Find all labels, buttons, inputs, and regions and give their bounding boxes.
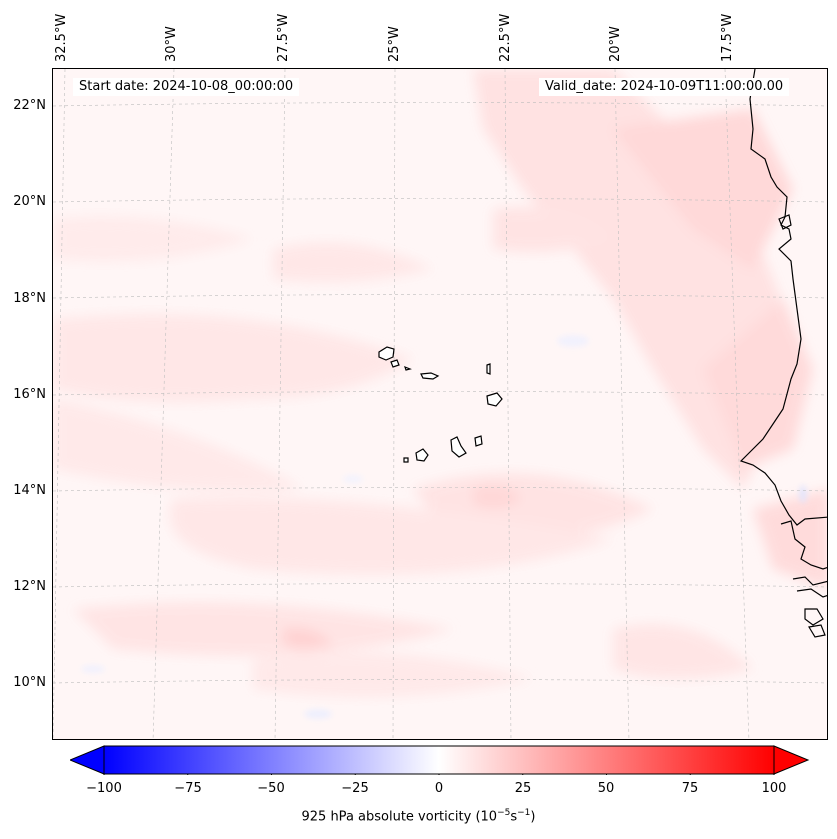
colorbar-tick-minus50: −50 [257, 781, 285, 796]
lat-label-12n: 12°N [13, 579, 46, 594]
lon-label-22-5w: 22.5°W [498, 13, 513, 62]
colorbar-label-exp1: −5 [497, 808, 511, 818]
colorbar-tick-75: 75 [681, 781, 699, 796]
colorbar-tick-100: 100 [761, 781, 787, 796]
valid-date-label: Valid_date: 2024-10-09T11:00:00.00 [539, 78, 790, 96]
colorbar [70, 745, 810, 775]
colorbar-max-arrow [773, 745, 810, 775]
colorbar-label-mid: s [510, 809, 518, 825]
lon-label-30w: 30°W [164, 26, 179, 62]
map-panel[interactable] [52, 68, 828, 740]
colorbar-label-main: 925 hPa absolute vorticity (10 [301, 809, 498, 825]
colorbar-tick-50: 50 [597, 781, 615, 796]
positive-vorticity-patches [53, 69, 827, 697]
lat-label-18n: 18°N [13, 291, 46, 306]
vorticity-field [53, 69, 827, 739]
negative-vorticity-patches [81, 335, 807, 719]
graticule [53, 69, 827, 739]
lat-label-22n: 22°N [13, 98, 46, 113]
lat-label-20n: 20°N [13, 194, 46, 209]
lon-label-17-5w: 17.5°W [720, 13, 735, 62]
lat-label-14n: 14°N [13, 483, 46, 498]
lon-label-25w: 25°W [387, 26, 402, 62]
colorbar-label-exp2: −1 [517, 808, 531, 818]
colorbar-tick-0: 0 [434, 781, 444, 796]
colorbar-tick-25: 25 [514, 781, 532, 796]
colorbar-ticks [103, 774, 775, 775]
colorbar-tick-minus25: −25 [341, 781, 369, 796]
colorbar-label-end: ) [530, 809, 536, 825]
colorbar-tick-minus100: −100 [86, 781, 122, 796]
lat-label-10n: 10°N [13, 675, 46, 690]
lon-label-20w: 20°W [608, 26, 623, 62]
lon-label-32-5w: 32.5°W [54, 13, 69, 62]
start-date-label: Start date: 2024-10-08_00:00:00 [73, 78, 300, 96]
african-coastline [739, 69, 827, 638]
colorbar-tick-minus75: −75 [174, 781, 202, 796]
cape-verde-islands [378, 346, 503, 463]
colorbar-min-arrow [70, 745, 105, 775]
colorbar-label: 925 hPa absolute vorticity (10−5s−1) [0, 808, 837, 824]
lon-label-27-5w: 27.5°W [276, 13, 291, 62]
colorbar-gradient [103, 745, 775, 775]
lat-label-16n: 16°N [13, 387, 46, 402]
